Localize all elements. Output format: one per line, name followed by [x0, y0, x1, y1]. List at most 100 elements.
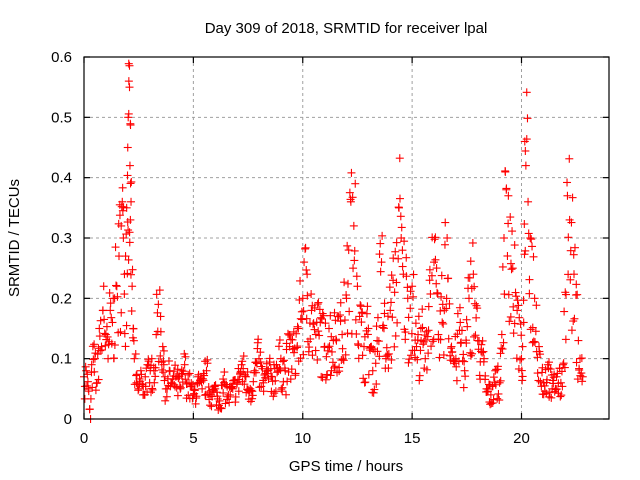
data-point [348, 193, 357, 202]
data-point [421, 354, 430, 363]
data-point [414, 330, 423, 339]
data-point [238, 357, 247, 366]
data-point [310, 325, 319, 334]
data-point [330, 362, 339, 371]
data-point [521, 161, 530, 170]
data-point [108, 318, 117, 327]
data-point [383, 312, 392, 321]
data-point [112, 281, 121, 290]
data-point [462, 315, 471, 324]
data-point [494, 389, 503, 398]
data-point [202, 366, 211, 375]
data-point [574, 336, 583, 345]
data-point [171, 361, 180, 370]
data-point [386, 306, 395, 315]
data-point [241, 372, 250, 381]
data-point [342, 294, 351, 303]
data-point [448, 347, 457, 356]
data-point [326, 371, 335, 380]
data-point [355, 312, 364, 321]
data-point [422, 365, 431, 374]
data-point [315, 331, 324, 340]
data-point [125, 61, 134, 70]
data-point [517, 354, 526, 363]
data-point [341, 350, 350, 359]
data-point [369, 388, 378, 397]
data-point [377, 258, 386, 267]
data-point [347, 168, 356, 177]
data-point [323, 370, 332, 379]
data-point [523, 114, 532, 123]
data-point [293, 342, 302, 351]
data-point [254, 335, 263, 344]
x-tick-label: 10 [294, 430, 311, 447]
data-point [199, 376, 208, 385]
data-point [105, 288, 114, 297]
data-point [466, 257, 475, 266]
data-point [563, 191, 572, 200]
data-point [158, 342, 167, 351]
data-point [248, 394, 257, 403]
data-point [217, 404, 226, 413]
data-point [251, 368, 260, 377]
data-point [442, 294, 451, 303]
data-point [364, 370, 373, 379]
data-point [468, 238, 477, 247]
data-point [98, 306, 107, 315]
data-point [438, 300, 447, 309]
data-point [128, 282, 137, 291]
data-point [100, 315, 109, 324]
data-point [570, 314, 579, 323]
data-point [368, 366, 377, 375]
data-point [161, 396, 170, 405]
data-point [239, 364, 248, 373]
data-point [395, 154, 404, 163]
data-point [500, 234, 508, 242]
data-point [558, 382, 567, 391]
data-point [496, 376, 505, 385]
data-point [343, 279, 352, 288]
data-point [533, 369, 542, 378]
data-point [373, 313, 382, 322]
data-point [387, 355, 396, 364]
data-point [398, 262, 407, 271]
data-point [340, 278, 349, 287]
data-point [458, 356, 467, 365]
data-point [398, 246, 407, 255]
data-point [413, 355, 422, 364]
data-point [327, 332, 336, 341]
data-point [437, 292, 446, 301]
data-point [130, 354, 139, 363]
data-point [406, 287, 415, 296]
data-point [237, 360, 246, 369]
data-point [190, 386, 199, 395]
data-point [527, 235, 536, 244]
data-point [141, 372, 150, 381]
data-point [354, 341, 363, 350]
data-point [434, 335, 443, 344]
data-point [352, 330, 361, 339]
data-point [294, 324, 303, 333]
data-point [406, 304, 415, 313]
data-point [221, 399, 230, 408]
data-point [122, 203, 131, 212]
data-point [87, 360, 96, 369]
data-point [442, 304, 451, 313]
data-point [371, 359, 380, 368]
data-point [572, 280, 581, 289]
data-point [345, 188, 354, 197]
data-point [234, 387, 243, 396]
data-point [213, 394, 222, 403]
data-point [321, 319, 330, 328]
data-point [376, 239, 385, 248]
data-point [215, 396, 224, 405]
data-point [424, 349, 433, 358]
data-point [567, 218, 576, 227]
data-point [243, 367, 252, 376]
data-point [387, 298, 396, 307]
data-point [116, 327, 125, 336]
data-point [117, 221, 126, 230]
data-point [364, 324, 373, 333]
data-point [373, 347, 382, 356]
data-point [498, 344, 507, 353]
